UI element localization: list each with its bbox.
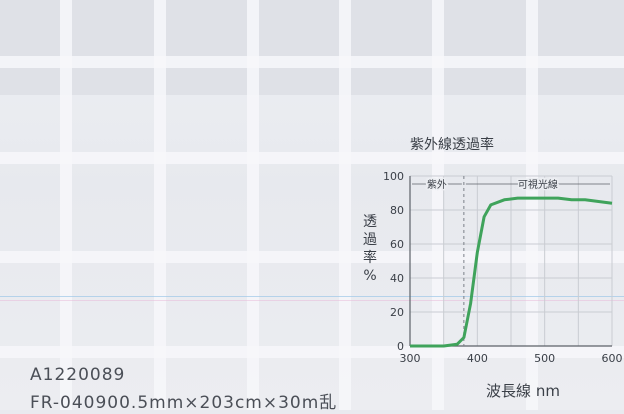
mesh-strand-vertical	[247, 0, 259, 410]
y-axis-label: 率	[363, 249, 377, 266]
mesh-strand-horizontal	[0, 56, 624, 68]
mesh-strand-horizontal	[0, 152, 624, 164]
y-tick-label: 100	[383, 170, 404, 183]
x-tick-label: 300	[400, 352, 421, 365]
y-tick-label: 0	[397, 340, 404, 353]
product-spec: FR-040900.5mm×203cm×30m乱	[30, 393, 338, 413]
scan-line-pink	[0, 300, 624, 301]
mesh-strand-vertical	[154, 0, 166, 410]
mesh-strand-horizontal	[0, 346, 624, 358]
annotation-uv: 紫外	[427, 179, 447, 191]
y-axis-label: 透	[363, 214, 377, 230]
chart-title: 紫外線透過率	[410, 137, 494, 153]
y-axis-label: %	[363, 268, 376, 284]
uv-chart: 紫外線透過率 紫外 可視光線 0 20 40 60 80 100 300 400 500 600 透過率…	[350, 130, 624, 410]
mesh-strand-vertical	[526, 0, 538, 410]
x-tick-label: 400	[467, 352, 488, 365]
mesh-strand-vertical	[60, 0, 72, 410]
annotation-visible: 可視光線	[518, 178, 558, 191]
x-tick-label: 500	[534, 352, 555, 365]
x-tick-label: 600	[602, 352, 623, 365]
chart-svg: 紫外 可視光線 0 20 40 60 80 100 300 400 500 600 透過率% 波長線 nm	[363, 170, 623, 400]
transmittance-curve	[410, 196, 613, 348]
y-tick-label: 20	[390, 306, 404, 319]
top-band	[0, 0, 624, 95]
y-tick-label: 80	[390, 204, 404, 217]
product-code: A1220089	[30, 365, 126, 385]
mesh-strand-horizontal	[0, 251, 624, 263]
mesh-strand-vertical	[339, 0, 351, 410]
y-tick-label: 60	[390, 238, 404, 251]
mesh-strand-vertical	[432, 0, 444, 410]
y-tick-label: 40	[390, 272, 404, 285]
x-axis-label: 波長線 nm	[486, 382, 560, 400]
scan-line-blue	[0, 296, 624, 297]
y-axis-label: 過	[363, 232, 377, 248]
